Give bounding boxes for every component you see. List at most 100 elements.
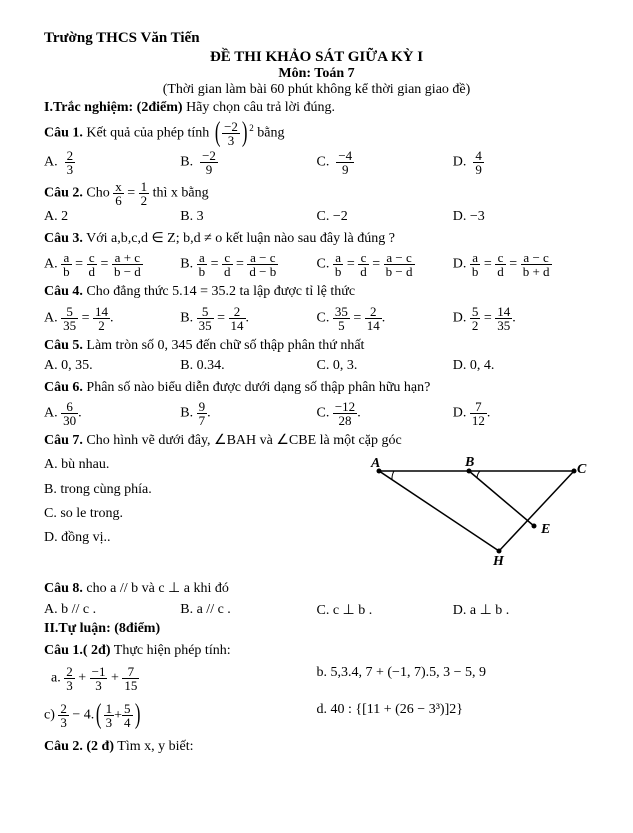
q6-opt-d: D. 712. — [453, 400, 589, 427]
q6-opt-b: B. 97. — [180, 400, 316, 427]
q1-text-a: Kết quả của phép tính — [83, 126, 213, 141]
q1-opt-b: B. −29 — [180, 149, 316, 176]
question-4: Câu 4. Cho đẳng thức 5.14 = 35.2 ta lập … — [44, 282, 589, 302]
tl2-text: Tìm x, y biết: — [114, 739, 193, 754]
q3-options: A. ab = cd = a + cb − d B. ab = cd = a −… — [44, 251, 589, 278]
q2-frac-lhs: x6 — [113, 180, 124, 207]
q2-frac-rhs: 12 — [139, 180, 150, 207]
q6-label: Câu 6. — [44, 380, 83, 395]
q1-paren-expr: ( −23 ) — [213, 120, 250, 147]
vertex-h-label: H — [492, 554, 505, 566]
q7-opt-b: B. trong cùng phía. — [44, 480, 349, 500]
q4-text: Cho đẳng thức 5.14 = 35.2 ta lập được tỉ… — [83, 284, 355, 299]
q5-label: Câu 5. — [44, 338, 83, 353]
exam-page: Trường THCS Văn Tiến ĐỀ THI KHẢO SÁT GIỮ… — [0, 0, 633, 777]
triangle-diagram-icon: A B C E H — [359, 451, 589, 566]
q8-opt-a: A. b // c . — [44, 602, 180, 619]
school-name: Trường THCS Văn Tiến — [44, 30, 589, 47]
tl1-row-cd: c) 23 − 4.(13 + 54) d. 40 : {[11 + (26 −… — [44, 702, 589, 729]
q2-opt-d: D. −3 — [453, 209, 589, 225]
question-5: Câu 5. Làm tròn số 0, 345 đến chữ số thậ… — [44, 336, 589, 356]
paren-left-icon: ( — [215, 122, 221, 144]
q6-opt-c: C. −1228. — [317, 400, 453, 427]
tl2-label: Câu 2. (2 đ) — [44, 739, 114, 754]
q2-text-b: thì x bằng — [149, 186, 209, 201]
tl1-d: d. 40 : {[11 + (26 − 3³)]2} — [317, 702, 590, 729]
q5-text: Làm tròn số 0, 345 đến chữ số thập phân … — [83, 338, 365, 353]
q4-opt-d: D. 52 = 1435. — [453, 305, 589, 332]
tl-question-2: Câu 2. (2 đ) Tìm x, y biết: — [44, 737, 589, 757]
section-1-label: I.Trắc nghiệm: (2điểm) — [44, 100, 183, 115]
tl1-c: c) 23 − 4.(13 + 54) — [44, 702, 317, 729]
q1-opt-d: D. 49 — [453, 149, 589, 176]
q2-options: A. 2 B. 3 C. −2 D. −3 — [44, 209, 589, 225]
tl1-label: Câu 1.( 2đ) — [44, 643, 111, 658]
q1-options: A. 23 B. −29 C. −49 D. 49 — [44, 149, 589, 176]
q2-opt-a: A. 2 — [44, 209, 180, 225]
vertex-c-label: C — [577, 462, 587, 477]
question-2: Câu 2. Cho x6 = 12 thì x bằng — [44, 180, 589, 207]
q7-options: A. bù nhau. B. trong cùng phía. C. so le… — [44, 451, 349, 548]
q4-opt-b: B. 535 = 214. — [180, 305, 316, 332]
paren-right-icon: ) — [242, 122, 248, 144]
q7-label: Câu 7. — [44, 433, 83, 448]
q2-text-a: Cho — [83, 186, 113, 201]
q8-options: A. b // c . B. a // c . C. c ⊥ b . D. a … — [44, 602, 589, 619]
q3-opt-d: D. ab = cd = a − cb + d — [453, 251, 589, 278]
exam-title: ĐỀ THI KHẢO SÁT GIỮA KỲ I — [44, 49, 589, 66]
q7-opt-c: C. so le trong. — [44, 504, 349, 524]
q6-options: A. 630. B. 97. C. −1228. D. 712. — [44, 400, 589, 427]
q2-label: Câu 2. — [44, 186, 83, 201]
q4-label: Câu 4. — [44, 284, 83, 299]
q1-text-b: bằng — [254, 126, 285, 141]
q1-opt-c: C. −49 — [317, 149, 453, 176]
q3-opt-c: C. ab = cd = a − cb − d — [317, 251, 453, 278]
q5-opt-d: D. 0, 4. — [453, 358, 589, 374]
q7-row: A. bù nhau. B. trong cùng phía. C. so le… — [44, 451, 589, 571]
exam-time: (Thời gian làm bài 60 phút không kể thời… — [44, 82, 589, 98]
q8-label: Câu 8. — [44, 581, 83, 596]
q7-opt-a: A. bù nhau. — [44, 455, 349, 475]
question-8: Câu 8. cho a // b và c ⊥ a khi đó — [44, 579, 589, 599]
q1-opt-a: A. 23 — [44, 149, 180, 176]
q3-opt-b: B. ab = cd = a − cd − b — [180, 251, 316, 278]
section-2-heading: II.Tự luận: (8điểm) — [44, 621, 589, 637]
q5-opt-a: A. 0, 35. — [44, 358, 180, 374]
vertex-a-label: A — [370, 456, 380, 471]
q5-options: A. 0, 35. B. 0.34. C. 0, 3. D. 0, 4. — [44, 358, 589, 374]
q7-text: Cho hình vẽ dưới đây, ∠BAH và ∠CBE là mộ… — [83, 433, 402, 448]
tl-question-1: Câu 1.( 2đ) Thực hiện phép tính: — [44, 641, 589, 661]
q3-opt-a: A. ab = cd = a + cb − d — [44, 251, 180, 278]
section-1-heading: I.Trắc nghiệm: (2điểm) Hãy chọn câu trả … — [44, 100, 589, 116]
vertex-e-label: E — [540, 522, 550, 537]
q8-opt-c: C. c ⊥ b . — [317, 602, 453, 619]
q1-fraction: −23 — [222, 120, 240, 147]
section-1-tail: Hãy chọn câu trả lời đúng. — [183, 100, 335, 115]
question-7: Câu 7. Cho hình vẽ dưới đây, ∠BAH và ∠CB… — [44, 431, 589, 451]
q1-label: Câu 1. — [44, 126, 83, 141]
q5-opt-b: B. 0.34. — [180, 358, 316, 374]
q7-figure: A B C E H — [359, 451, 589, 571]
q5-opt-c: C. 0, 3. — [317, 358, 453, 374]
q8-text: cho a // b và c ⊥ a khi đó — [83, 581, 229, 596]
q8-opt-b: B. a // c . — [180, 602, 316, 619]
q3-label: Câu 3. — [44, 231, 83, 246]
q8-opt-d: D. a ⊥ b . — [453, 602, 589, 619]
question-1: Câu 1. Kết quả của phép tính ( −23 ) 2 b… — [44, 120, 589, 147]
q2-opt-b: B. 3 — [180, 209, 316, 225]
tl1-row-ab: a. 23 + −13 + 715 b. 5,3.4, 7 + (−1, 7).… — [44, 665, 589, 692]
q4-opt-a: A. 535 = 142. — [44, 305, 180, 332]
vertex-b-label: B — [464, 455, 474, 470]
q3-text: Với a,b,c,d ∈ Z; b,d ≠ o kết luận nào sa… — [83, 231, 395, 246]
tl1-a: a. 23 + −13 + 715 — [44, 665, 317, 692]
q2-opt-c: C. −2 — [317, 209, 453, 225]
tl1-text: Thực hiện phép tính: — [111, 643, 231, 658]
q7-opt-d: D. đồng vị.. — [44, 528, 349, 548]
tl1-b: b. 5,3.4, 7 + (−1, 7).5, 3 − 5, 9 — [317, 665, 590, 692]
q6-text: Phân số nào biểu diễn được dưới dạng số … — [83, 380, 430, 395]
q6-opt-a: A. 630. — [44, 400, 180, 427]
question-3: Câu 3. Với a,b,c,d ∈ Z; b,d ≠ o kết luận… — [44, 229, 589, 249]
question-6: Câu 6. Phân số nào biểu diễn được dưới d… — [44, 378, 589, 398]
exam-subject: Môn: Toán 7 — [44, 66, 589, 82]
q4-opt-c: C. 355 = 214. — [317, 305, 453, 332]
